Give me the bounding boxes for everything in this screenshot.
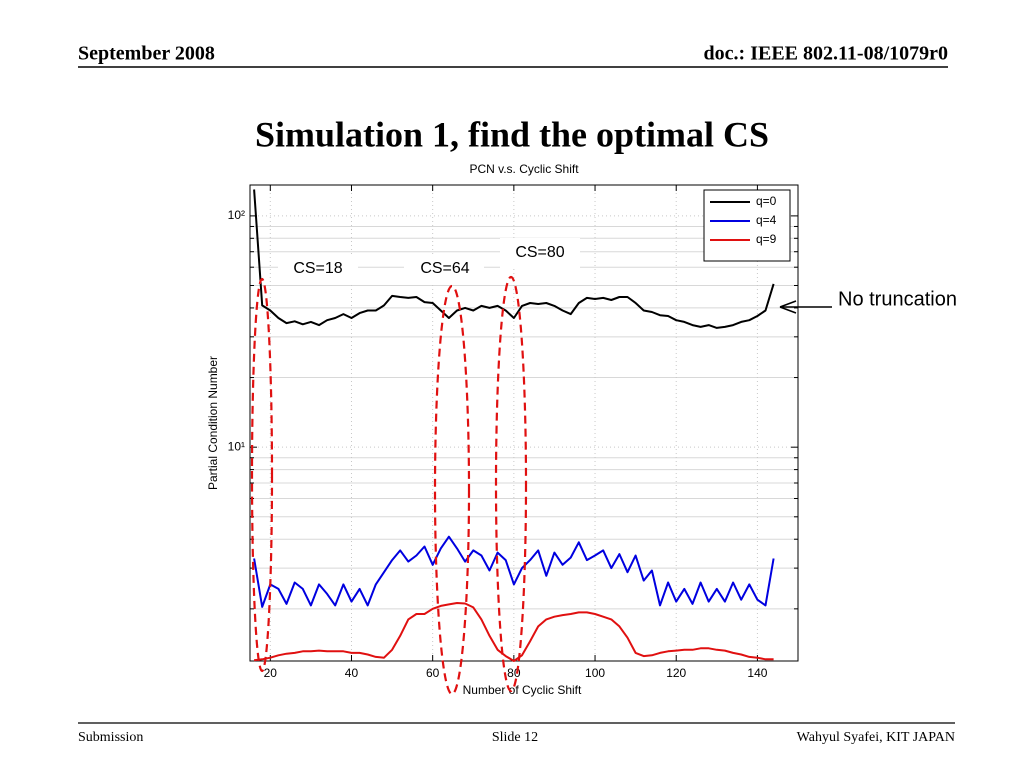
footer-left: Submission: [78, 730, 143, 745]
annotation: CS=64: [420, 260, 469, 277]
legend-box: [703, 189, 791, 262]
highlight-ellipse: [494, 275, 528, 693]
series-line: [253, 189, 775, 329]
label-box: [500, 238, 580, 268]
y-axis-label: Partial Condition Number: [206, 356, 220, 490]
series-line: [253, 535, 775, 608]
annotation: CS=80: [515, 244, 564, 261]
x-tick-label: 140: [747, 666, 767, 680]
label-box: [404, 254, 484, 284]
legend-label: q=0: [756, 194, 777, 208]
slide-title: Simulation 1, find the optimal CS: [255, 114, 769, 154]
label-box: [278, 254, 358, 284]
x-tick-label: 40: [345, 666, 359, 680]
footer-right: Wahyul Syafei, KIT JAPAN: [797, 730, 955, 745]
series-line: [253, 602, 774, 662]
footer-center: Slide 12: [492, 730, 538, 745]
header-doc: doc.: IEEE 802.11-08/1079r0: [704, 43, 948, 65]
x-tick-label: 20: [264, 666, 278, 680]
annotations: CS=18 CS=64 CS=80 No truncation: [250, 238, 957, 696]
legend-label: q=4: [756, 213, 777, 227]
x-tick-label: 100: [585, 666, 605, 680]
x-tick-label: 120: [666, 666, 686, 680]
y-tick-label: 10¹: [228, 439, 245, 453]
arrow-head: [779, 300, 797, 314]
annotation: No truncation: [838, 288, 957, 310]
chart-title: PCN v.s. Cyclic Shift: [469, 162, 579, 176]
x-tick-label: 60: [426, 666, 440, 680]
header-date: September 2008: [78, 43, 215, 65]
annotation: CS=18: [293, 260, 342, 277]
x-axis-label: Number of Cyclic Shift: [463, 683, 582, 697]
legend-label: q=9: [756, 232, 777, 246]
highlight-ellipse: [433, 284, 471, 696]
plot-frame: [249, 184, 799, 662]
highlight-ellipse: [250, 277, 274, 673]
y-tick-label: 10²: [228, 208, 245, 222]
